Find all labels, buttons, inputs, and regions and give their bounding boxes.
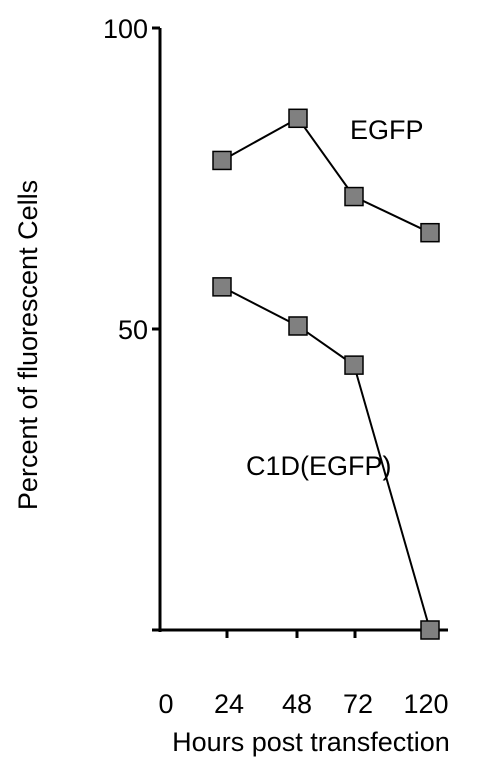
y-tick-label: 100 [103, 14, 148, 44]
series-line [221, 285, 431, 631]
data-point [420, 222, 440, 243]
x-tick-label: 120 [403, 689, 448, 719]
x-tick-label: 72 [343, 689, 373, 719]
data-point [288, 316, 308, 336]
data-point [212, 277, 232, 297]
data-point [288, 108, 308, 129]
series-label-egfp: EGFP [350, 115, 424, 145]
series-markers [212, 108, 440, 640]
series-line [221, 116, 431, 234]
x-tick-label: 48 [282, 689, 312, 719]
data-point [212, 150, 232, 171]
x-ticks: 0 24 48 72 120 [158, 630, 449, 719]
y-ticks: 50 100 [103, 14, 160, 632]
series-lines [221, 116, 431, 631]
y-tick-label: 50 [118, 315, 148, 345]
x-axis-title: Hours post transfection [172, 727, 450, 757]
data-point [344, 186, 364, 207]
data-point [420, 620, 440, 640]
y-axis-title: Percent of fluorescent Cells [13, 180, 43, 510]
x-tick-label: 24 [214, 689, 244, 719]
data-point [344, 355, 364, 375]
series-label-c1d-egfp: C1D(EGFP) [246, 451, 392, 481]
x-tick-label: 0 [158, 689, 173, 719]
